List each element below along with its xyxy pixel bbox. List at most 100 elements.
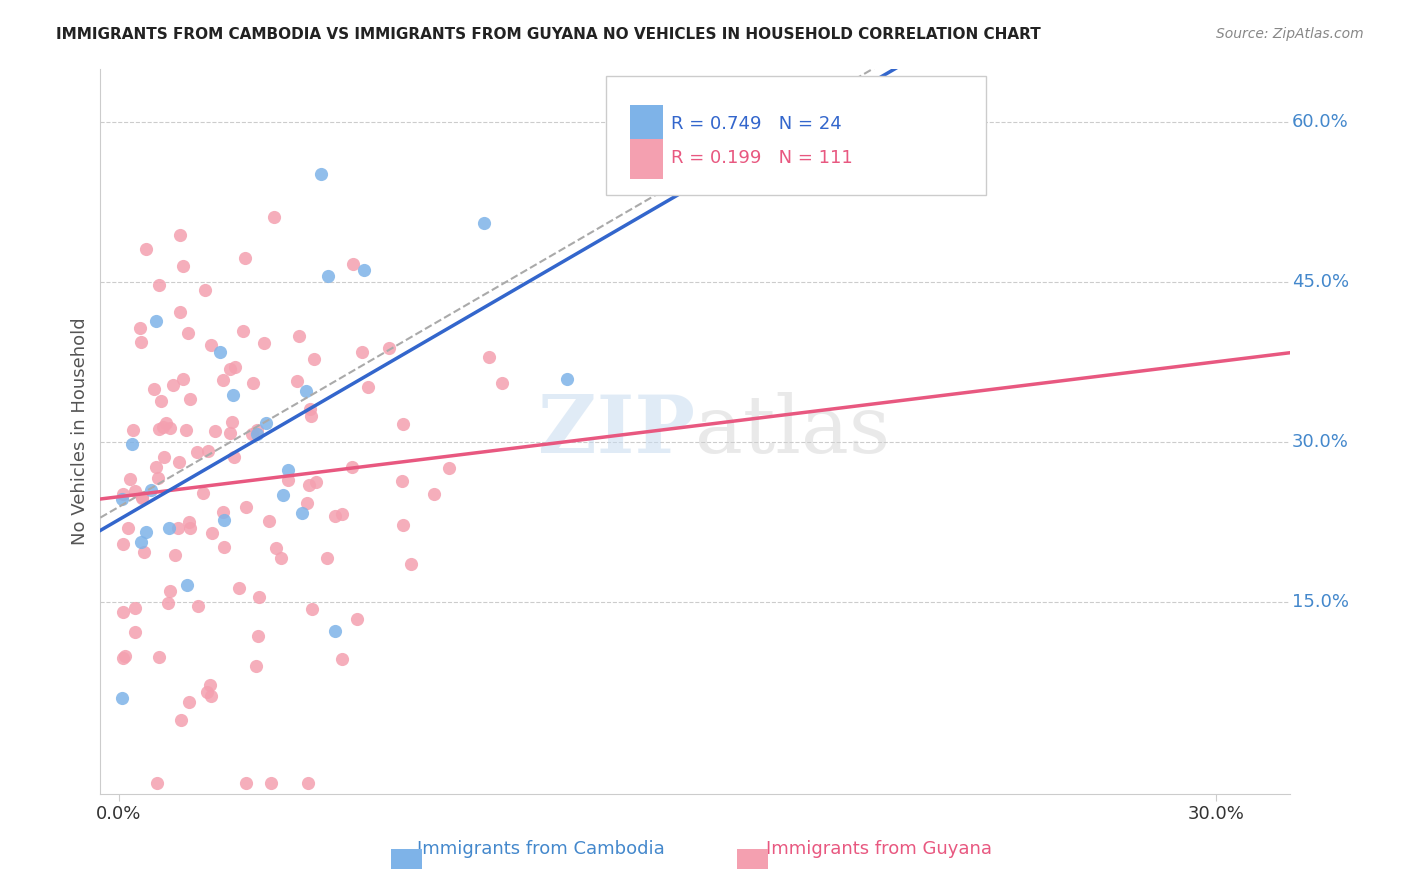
Point [152, 420, 174, 434]
Point [117, 521, 139, 535]
Point [169, 227, 191, 242]
Point [266, 541, 288, 556]
Point [342, 460, 364, 475]
Point [155, 417, 177, 431]
Point [139, 483, 162, 497]
Bar [630, 104, 662, 145]
Point [150, 394, 173, 409]
Point [159, 420, 181, 434]
Point [342, 256, 364, 270]
Point [247, 590, 270, 604]
Point [301, 602, 323, 616]
Point [201, 526, 224, 541]
Text: ZIP: ZIP [538, 392, 695, 470]
Point [478, 350, 501, 364]
Point [277, 463, 299, 477]
Point [391, 474, 413, 488]
Point [214, 540, 236, 554]
Point [167, 521, 190, 535]
Point [167, 455, 190, 469]
Point [285, 374, 308, 388]
Point [253, 335, 276, 350]
Point [172, 260, 194, 274]
Point [235, 500, 257, 515]
Point [122, 423, 145, 437]
Point [148, 649, 170, 664]
Point [176, 326, 198, 340]
Point [295, 384, 318, 399]
Point [142, 382, 165, 396]
Point [179, 520, 201, 534]
Point [129, 335, 152, 350]
Point [212, 505, 235, 519]
Text: Immigrants from Guyana: Immigrants from Guyana [766, 840, 991, 858]
Text: 45.0%: 45.0% [1292, 273, 1348, 291]
Y-axis label: No Vehicles in Household: No Vehicles in Household [72, 318, 89, 545]
Point [350, 345, 373, 359]
Point [271, 488, 294, 502]
Point [246, 629, 269, 643]
Point [131, 491, 153, 505]
Point [169, 305, 191, 319]
Point [114, 649, 136, 664]
Point [159, 583, 181, 598]
Point [177, 695, 200, 709]
Point [156, 597, 179, 611]
Point [124, 624, 146, 639]
Point [323, 508, 346, 523]
Point [162, 378, 184, 392]
Text: IMMIGRANTS FROM CAMBODIA VS IMMIGRANTS FROM GUYANA NO VEHICLES IN HOUSEHOLD CORR: IMMIGRANTS FROM CAMBODIA VS IMMIGRANTS F… [56, 27, 1040, 42]
Point [295, 496, 318, 510]
Point [316, 268, 339, 283]
FancyBboxPatch shape [606, 76, 986, 195]
Point [246, 426, 269, 441]
Point [305, 475, 328, 489]
Point [157, 521, 180, 535]
Point [298, 478, 321, 492]
Point [163, 548, 186, 562]
Bar [630, 139, 662, 178]
Point [129, 535, 152, 549]
Point [124, 601, 146, 615]
Point [288, 329, 311, 343]
Point [270, 551, 292, 566]
Point [118, 471, 141, 485]
Point [200, 338, 222, 352]
Point [112, 606, 135, 620]
Point [222, 388, 245, 402]
Point [148, 277, 170, 292]
Point [323, 624, 346, 638]
Point [197, 443, 219, 458]
Point [377, 341, 399, 355]
Point [132, 545, 155, 559]
Point [129, 321, 152, 335]
Point [254, 416, 277, 430]
Point [174, 423, 197, 437]
Point [170, 714, 193, 728]
Point [332, 507, 354, 521]
Point [145, 459, 167, 474]
Point [111, 491, 134, 506]
Text: 60.0%: 60.0% [1292, 113, 1348, 131]
Point [240, 426, 263, 441]
Point [212, 512, 235, 526]
Point [111, 690, 134, 705]
Point [299, 409, 322, 424]
Point [131, 490, 153, 504]
Point [232, 324, 254, 338]
Point [146, 776, 169, 790]
Point [191, 485, 214, 500]
Point [235, 776, 257, 790]
Point [121, 436, 143, 450]
Point [557, 372, 579, 386]
Point [195, 685, 218, 699]
Point [219, 361, 242, 376]
Point [224, 360, 246, 375]
Point [392, 417, 415, 431]
Point [260, 776, 283, 790]
Text: 30.0%: 30.0% [1292, 433, 1348, 450]
Point [146, 471, 169, 485]
Point [212, 373, 235, 387]
Point [423, 487, 446, 501]
Point [259, 514, 281, 528]
